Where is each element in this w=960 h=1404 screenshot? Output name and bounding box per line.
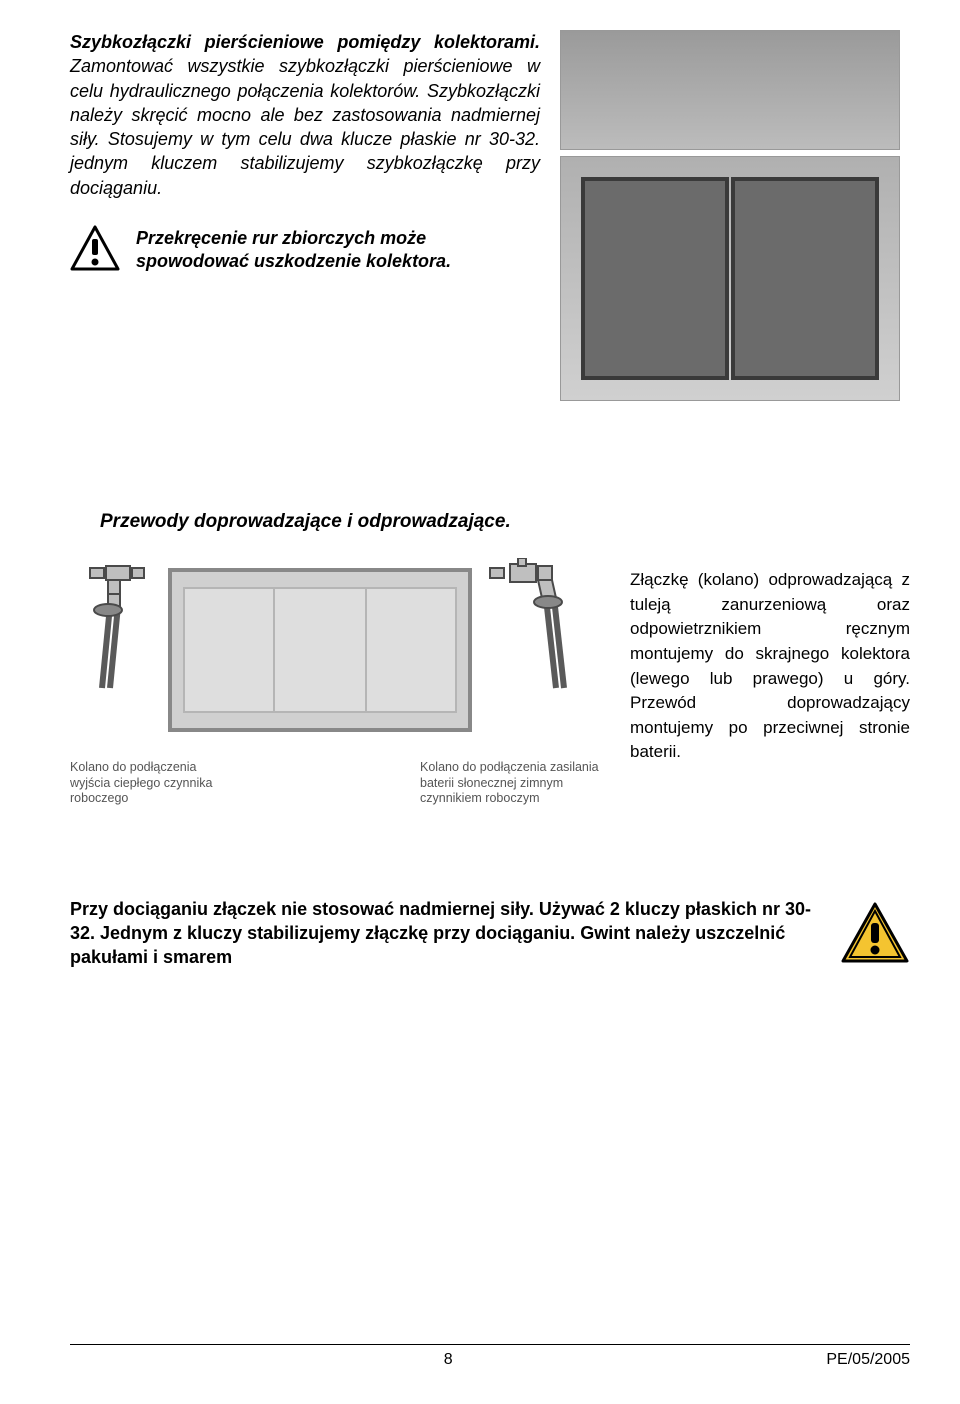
photo-collectors-mounted (560, 156, 900, 401)
warning-icon (840, 897, 910, 970)
section-heading-pipes: Przewody doprowadzające i odprowadzające… (100, 511, 910, 533)
intro-heading: Szybkozłączki pierścieniowe pomiędzy kol… (70, 32, 540, 52)
diagram-box: Kolano do podłączenia wyjścia ciepłego c… (70, 558, 610, 807)
piping-diagram (70, 558, 610, 768)
connector-instruction-paragraph: Złączkę (kolano) odprowadzającą z tuleją… (620, 558, 910, 765)
caption-left: Kolano do podłączenia wyjścia ciepłego c… (70, 760, 230, 807)
photo-stack (560, 30, 900, 401)
warning-icon (70, 225, 120, 276)
page-footer: 8 PE/05/2005 (70, 1344, 910, 1369)
warning-block-1: Przekręcenie rur zbiorczych może spowodo… (70, 225, 540, 276)
intro-column: Szybkozłączki pierścieniowe pomiędzy kol… (70, 30, 540, 401)
intro-body: Zamontować wszystkie szybkozłączki pierś… (70, 56, 540, 197)
intro-paragraph: Szybkozłączki pierścieniowe pomiędzy kol… (70, 30, 540, 200)
warning-text-1: Przekręcenie rur zbiorczych może spowodo… (136, 225, 540, 274)
caption-right: Kolano do podłączenia zasilania baterii … (420, 760, 610, 807)
doc-code: PE/05/2005 (826, 1351, 910, 1369)
diagram-row: Kolano do podłączenia wyjścia ciepłego c… (70, 558, 910, 807)
bottom-warning-text: Przy dociąganiu złączek nie stosować nad… (70, 897, 820, 970)
top-row: Szybkozłączki pierścieniowe pomiędzy kol… (70, 30, 910, 401)
photo-connector-closeup (560, 30, 900, 150)
bottom-warning-row: Przy dociąganiu złączek nie stosować nad… (70, 897, 910, 970)
page-number: 8 (444, 1351, 453, 1369)
